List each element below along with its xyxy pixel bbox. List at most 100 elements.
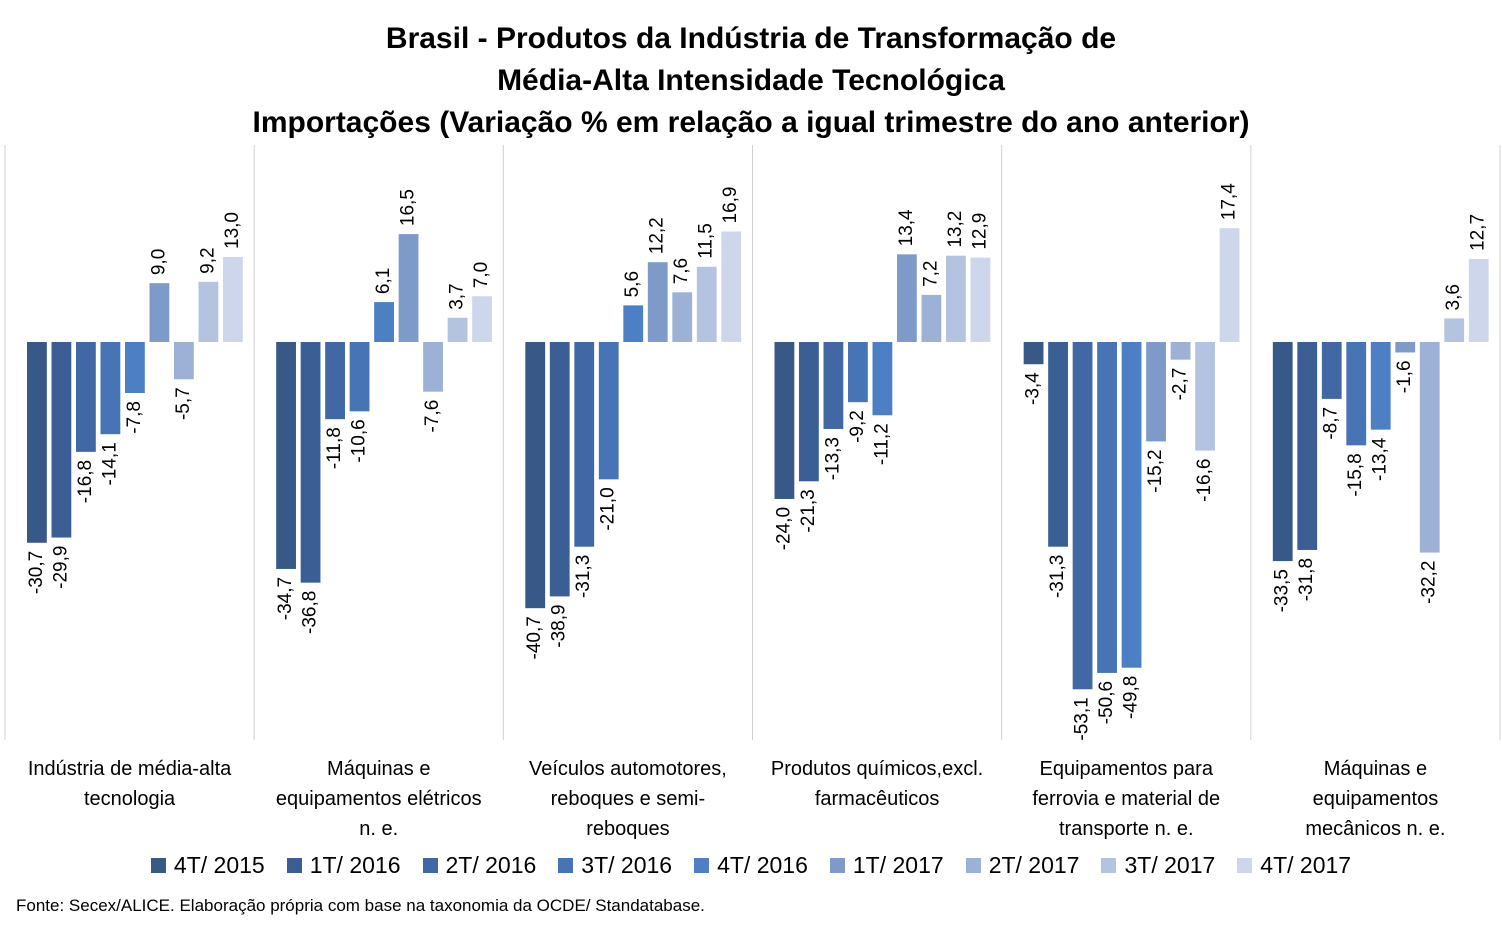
bar [799,342,819,482]
data-label: -14,1 [99,442,120,485]
data-label: -40,7 [524,616,545,659]
legend-item: 1T/ 2016 [286,852,401,879]
category-label: transporte n. e. [1059,818,1194,840]
data-label: -34,7 [275,577,296,620]
data-label: 12,7 [1468,214,1489,251]
data-label: 12,2 [647,217,668,254]
data-label: -31,3 [1047,555,1068,598]
bar [672,292,693,342]
data-label: -1,6 [1394,360,1415,393]
bar [472,296,492,342]
legend-item: 4T/ 2017 [1237,852,1351,879]
data-label: -11,8 [324,427,345,469]
data-label: -21,0 [598,487,619,530]
data-label: 5,6 [622,271,643,297]
bar [1370,342,1391,430]
bar [574,342,595,547]
legend-label: 1T/ 2017 [852,852,944,878]
data-label: -13,3 [822,437,843,480]
bar [447,317,468,342]
category-label: mecânicos n. e. [1305,818,1445,840]
bar [51,342,72,538]
chart-title: Brasil - Produtos da Indústria de Transf… [0,18,1502,144]
data-label: -7,8 [124,401,145,434]
bar [1023,342,1044,365]
bar [721,231,742,342]
data-label: -50,6 [1096,681,1117,724]
bar [1321,342,1342,399]
data-label: 3,7 [447,283,468,309]
data-label: 13,4 [896,209,917,246]
data-label: -16,6 [1194,459,1215,502]
source-note: Fonte: Secex/ALICE. Elaboração própria c… [16,896,705,915]
category-label: equipamentos elétricos [276,788,482,810]
data-label: 17,4 [1219,183,1240,220]
legend-item: 4T/ 2016 [694,852,808,879]
data-label: -10,6 [349,419,370,462]
bar [325,342,345,420]
chart-title-line-3: Importações (Variação % em relação a igu… [252,106,1250,139]
data-label: -8,7 [1321,407,1342,440]
bar [848,342,868,403]
category-label: Produtos químicos,excl. [771,758,983,780]
bar [1097,342,1117,673]
bar [1072,342,1093,690]
bar [696,266,717,342]
data-label: 11,5 [696,223,717,259]
data-label: -33,5 [1272,569,1293,612]
legend-swatch [965,858,981,873]
data-label: -9,2 [847,410,868,443]
bar [1419,342,1440,553]
legend-label: 2T/ 2017 [988,852,1080,878]
bar [897,254,917,342]
bar [872,342,893,416]
data-label: -31,8 [1296,558,1317,601]
bar [525,342,546,609]
bar [100,342,121,435]
chart-title-line-1: Brasil - Produtos da Indústria de Transf… [385,22,1117,55]
legend-item: 4T/ 2015 [150,852,265,879]
bar [300,342,321,583]
bar [946,255,966,342]
bar [1297,342,1318,550]
legend-item: 3T/ 2016 [558,852,672,879]
bar [27,342,47,543]
category-label: Veículos automotores, [529,758,727,780]
data-label: 6,1 [373,268,394,294]
bar [774,342,795,499]
category-label: Indústria de média-alta [28,758,232,780]
legend-label: 4T/ 2017 [1260,852,1352,878]
bar [223,256,243,342]
bar [198,281,219,342]
legend-swatch [558,858,574,873]
bar-chart: -30,7 -29,9 -16,8 -14,1-7,8 9,0 -5,7 9,213,0 In… [4,145,1501,840]
legend-item: 1T/ 2017 [829,852,944,879]
legend-label: 4T/ 2015 [173,852,265,878]
data-label: 7,6 [671,258,692,284]
data-label: -53,1 [1072,697,1093,740]
bar [349,342,370,412]
bar [823,342,844,429]
data-label: 9,2 [197,247,218,273]
legend-label: 2T/ 2016 [445,852,537,878]
data-label: 16,5 [398,189,419,226]
bar [1170,342,1191,360]
data-label: 7,0 [471,262,492,288]
data-label: -11,2 [871,423,892,465]
data-label: -2,7 [1170,368,1191,401]
legend-item: 2T/ 2017 [965,852,1080,879]
bar [623,305,644,342]
data-label: 12,9 [969,213,990,250]
chart-title-line-2: Média-Alta Intensidade Tecnológica [497,64,1005,97]
data-label: 7,2 [920,260,941,286]
category-label: Máquinas e [1324,758,1427,780]
bar [374,302,394,342]
data-label: -24,0 [773,507,794,550]
data-label: 13,0 [222,212,243,249]
data-label: 13,2 [945,211,966,248]
legend-swatch [422,858,438,873]
bar [423,342,443,392]
legend-item: 3T/ 2017 [1101,852,1215,879]
data-label: -5,7 [173,387,194,420]
category-label: Equipamentos para [1040,758,1214,780]
